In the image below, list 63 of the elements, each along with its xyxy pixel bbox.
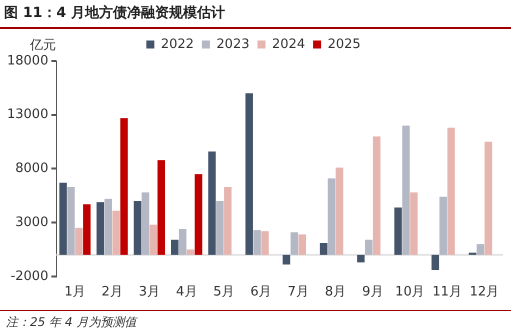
bar	[372, 136, 380, 255]
bar	[282, 254, 290, 265]
x-tick-label: 1月	[64, 284, 86, 300]
bar	[439, 196, 447, 255]
legend-label: 2024	[272, 36, 306, 52]
bar	[96, 202, 104, 255]
bar	[432, 254, 440, 270]
chart-title: 图 11：4 月地方债净融资规模估计	[4, 4, 225, 22]
bar	[186, 249, 194, 255]
y-tick-label: 3000	[15, 214, 48, 230]
x-tick-label: 4月	[176, 284, 198, 300]
bar	[178, 229, 186, 255]
bar	[320, 243, 328, 255]
bar	[402, 126, 410, 255]
y-tick-label: -2000	[10, 268, 48, 284]
x-tick-label: 12月	[470, 284, 500, 300]
x-tick-label: 3月	[138, 284, 160, 300]
bar	[171, 240, 179, 255]
bar	[208, 151, 216, 255]
x-tick-label: 5月	[213, 284, 234, 300]
bar	[253, 230, 261, 255]
bar	[394, 207, 402, 255]
bar	[224, 187, 232, 255]
x-tick-label: 8月	[324, 284, 346, 300]
bar	[328, 178, 336, 255]
x-tick-label: 2月	[102, 284, 123, 300]
bar	[75, 228, 83, 255]
bar	[476, 244, 484, 255]
legend-label: 2022	[160, 36, 194, 52]
bar	[83, 204, 91, 255]
bar	[365, 240, 373, 255]
bar	[158, 160, 166, 255]
bar	[261, 231, 269, 255]
x-tick-label: 6月	[250, 284, 272, 300]
bar	[59, 182, 67, 255]
bar	[134, 201, 142, 255]
bar	[245, 93, 253, 255]
bar	[290, 232, 298, 255]
x-tick-label: 11月	[432, 284, 462, 300]
bar	[142, 192, 150, 255]
bar	[484, 142, 492, 255]
y-tick-label: 8000	[15, 161, 48, 176]
bar	[447, 128, 455, 255]
bar	[357, 254, 365, 262]
y-tick-label: 18000	[6, 53, 48, 68]
bar	[150, 224, 158, 255]
legend-label: 2023	[216, 36, 250, 52]
bar	[67, 187, 75, 255]
x-tick-label: 9月	[362, 284, 384, 300]
legend-label: 2025	[328, 36, 361, 52]
bar	[298, 234, 306, 255]
bar	[410, 192, 418, 255]
bar	[216, 201, 224, 255]
bar	[104, 198, 112, 255]
x-tick-label: 10月	[395, 284, 425, 300]
bar	[336, 168, 344, 255]
bar	[120, 118, 128, 255]
bar	[112, 210, 120, 255]
y-axis-title: 亿元	[30, 37, 56, 54]
y-tick-label: 13000	[6, 107, 48, 122]
x-tick-label: 7月	[288, 284, 309, 300]
bar	[194, 174, 202, 255]
text: 注：25 年 4 月为预测值	[6, 314, 136, 331]
